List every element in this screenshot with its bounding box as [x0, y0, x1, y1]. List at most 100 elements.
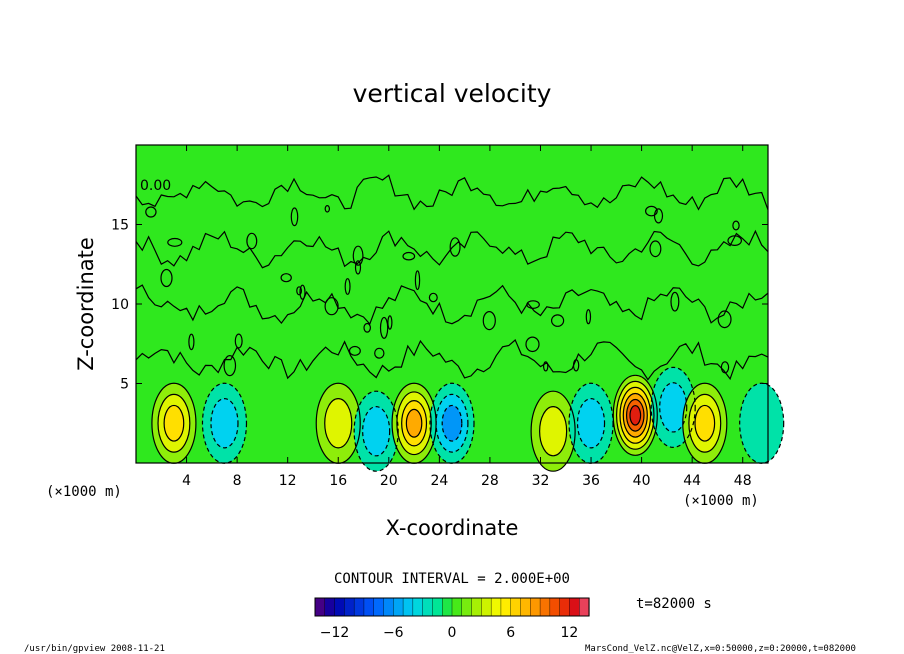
x-tick-label-4: 4	[182, 473, 191, 489]
small-contour-22	[732, 220, 740, 231]
zero-contour-2	[135, 229, 769, 269]
small-contour-36	[344, 278, 351, 295]
small-contour-19	[717, 310, 732, 329]
small-contour-29	[649, 240, 662, 258]
cell-contour-5-2	[435, 393, 469, 453]
cell-contour-0-3	[163, 404, 185, 442]
x-tick-label-44: 44	[683, 473, 701, 489]
small-contour-37	[653, 208, 664, 224]
colorbar-swatch-8	[393, 597, 404, 617]
y-axis-ticks: 5 10 15	[111, 218, 768, 393]
cell-fill-4-4	[406, 409, 422, 438]
colorbar-swatch-16	[471, 597, 482, 617]
small-contour-7	[246, 232, 258, 250]
small-contour-6	[670, 291, 680, 312]
cell-fill-9-2	[659, 382, 687, 432]
x-tick-label-28: 28	[481, 473, 499, 489]
colorbar-frame	[314, 597, 590, 617]
x-tick-label-12: 12	[279, 473, 297, 489]
footer-right: MarsCond_VelZ.nc@VelZ,x=0:50000,z=0:2000…	[585, 644, 856, 654]
colorbar-tick-label-1: −6	[383, 625, 404, 641]
colorbar	[314, 597, 590, 617]
colorbar-swatch-19	[500, 597, 512, 617]
cell-contour-8-4	[622, 392, 648, 438]
small-contour-38	[525, 336, 540, 353]
y-tick-label-5: 5	[120, 377, 129, 393]
plot-area	[135, 144, 785, 472]
small-contour-13	[223, 355, 237, 377]
small-contour-20	[572, 359, 580, 372]
colorbar-swatch-25	[559, 597, 571, 617]
y-tick-label-10: 10	[111, 297, 129, 313]
small-contour-35	[188, 333, 195, 351]
cell-contour-7-2	[576, 398, 606, 449]
colorbar-swatch-24	[549, 597, 561, 617]
colorbar-swatch-2	[334, 597, 345, 617]
small-contour-14	[543, 361, 549, 372]
small-contour-0	[387, 315, 393, 330]
cell-fill-6-2	[539, 406, 567, 456]
contour-lines	[135, 174, 785, 472]
small-contour-5	[324, 297, 339, 316]
colorbar-swatch-22	[530, 597, 541, 617]
small-contour-27	[352, 245, 364, 266]
small-contour-15	[324, 205, 330, 213]
small-contour-28	[482, 311, 496, 331]
cell-contour-1-2	[210, 398, 239, 449]
cell-fill-1-2	[210, 398, 238, 448]
colorbar-swatch-1	[324, 597, 336, 617]
contour-zero-label: 0.00	[140, 178, 171, 194]
colorbar-swatch-5	[363, 597, 375, 617]
colorbar-swatch-4	[353, 597, 365, 617]
x-scale-note-left: (×1000 m)	[46, 484, 122, 500]
x-tick-label-16: 16	[329, 473, 347, 489]
cell-contour-10-2	[688, 393, 722, 453]
small-contour-18	[160, 268, 173, 288]
cell-fill-10-3	[695, 405, 715, 442]
cell-contour-4-4	[405, 408, 423, 438]
x-axis-label: X-coordinate	[386, 516, 519, 540]
colorbar-swatch-20	[510, 597, 522, 617]
cell-fill-0-3	[164, 405, 184, 442]
colorbar-tick-label-0: −12	[320, 625, 350, 641]
zero-contour-1	[135, 284, 769, 326]
colorbar-swatch-9	[402, 597, 414, 617]
cell-contour-8-1	[612, 374, 658, 456]
contour-interval-label: CONTOUR INTERVAL = 2.000E+00	[334, 571, 570, 587]
cell-fill-11-1	[739, 383, 784, 464]
y-tick-label-15: 15	[111, 218, 129, 234]
small-contour-24	[379, 316, 389, 339]
colorbar-swatch-10	[412, 597, 424, 617]
small-contour-33	[234, 333, 243, 349]
cell-fill-8-6	[629, 405, 641, 425]
cell-contour-8-2	[615, 380, 655, 450]
x-tick-label-48: 48	[734, 473, 752, 489]
small-contour-23	[550, 314, 565, 327]
colorbar-swatch-17	[481, 597, 492, 617]
small-contour-8	[354, 260, 362, 275]
colorbar-swatch-15	[461, 597, 473, 617]
cell-fill-3-2	[362, 406, 390, 456]
colorbar-swatch-23	[539, 597, 551, 617]
cell-contour-8-5	[625, 398, 645, 432]
small-contour-21	[449, 237, 461, 257]
x-tick-label-32: 32	[532, 473, 550, 489]
x-tick-label-8: 8	[233, 473, 242, 489]
small-contour-3	[402, 251, 416, 261]
cell-contour-10-3	[694, 404, 716, 442]
colorbar-swatch-11	[422, 597, 434, 617]
cell-fill-2-2	[324, 398, 352, 448]
small-contour-11	[290, 207, 299, 227]
small-contour-34	[348, 345, 361, 356]
small-contour-10	[145, 206, 157, 218]
small-contour-30	[167, 237, 183, 247]
zero-contour-0	[135, 339, 769, 381]
cell-contour-0-2	[157, 393, 191, 453]
time-label: t=82000 s	[636, 596, 712, 612]
colorbar-swatch-3	[344, 597, 355, 617]
cell-contour-5-3	[441, 404, 463, 442]
x-axis-ticks: 4 8 12 16 20 24 28 32 36 40 44 48	[182, 145, 752, 489]
colorbar-swatch-27	[579, 597, 590, 617]
small-contour-2	[414, 270, 421, 291]
x-tick-label-20: 20	[380, 473, 398, 489]
